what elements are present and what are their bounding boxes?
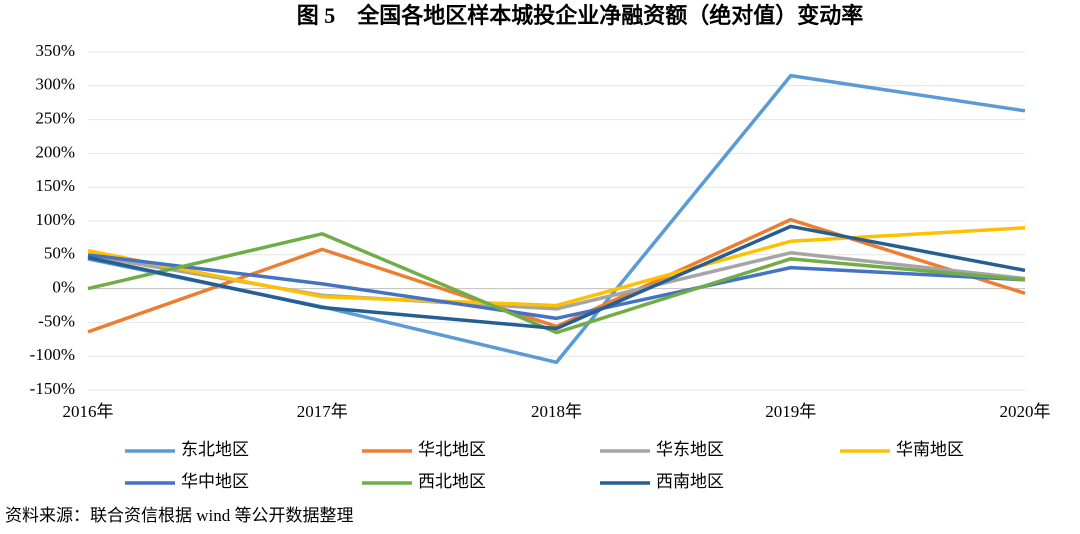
y-tick-label: -50% xyxy=(38,311,75,330)
legend-label: 西南地区 xyxy=(656,472,724,491)
y-tick-label: 100% xyxy=(35,210,75,229)
legend-label: 华东地区 xyxy=(656,440,724,459)
source-note: 资料来源：联合资信根据 wind 等公开数据整理 xyxy=(5,506,354,525)
x-tick-label: 2017年 xyxy=(297,402,348,421)
legend-label: 华南地区 xyxy=(896,440,964,459)
series-line xyxy=(87,232,1026,335)
y-tick-label: -150% xyxy=(30,379,75,398)
series-line xyxy=(87,224,1026,331)
legend-label: 华北地区 xyxy=(418,440,486,459)
y-tick-label: 150% xyxy=(35,176,75,195)
x-tick-label: 2019年 xyxy=(765,402,816,421)
series-line xyxy=(87,251,1026,311)
series-line xyxy=(87,253,1026,321)
series-line xyxy=(87,226,1026,308)
y-tick-label: 250% xyxy=(35,109,75,128)
y-tick-label: 50% xyxy=(44,244,75,263)
x-tick-label: 2018年 xyxy=(531,402,582,421)
series-line xyxy=(87,217,1026,334)
legend-label: 东北地区 xyxy=(181,440,249,459)
y-tick-label: 0% xyxy=(52,278,75,297)
y-tick-label: 200% xyxy=(35,142,75,161)
y-tick-label: -100% xyxy=(30,345,75,364)
x-tick-label: 2016年 xyxy=(63,402,114,421)
legend-label: 华中地区 xyxy=(181,472,249,491)
y-tick-label: 300% xyxy=(35,75,75,94)
chart-title: 图 5 全国各地区样本城投企业净融资额（绝对值）变动率 xyxy=(297,3,864,28)
y-tick-label: 350% xyxy=(35,41,75,60)
x-tick-label: 2020年 xyxy=(1000,402,1051,421)
legend-label: 西北地区 xyxy=(418,472,486,491)
